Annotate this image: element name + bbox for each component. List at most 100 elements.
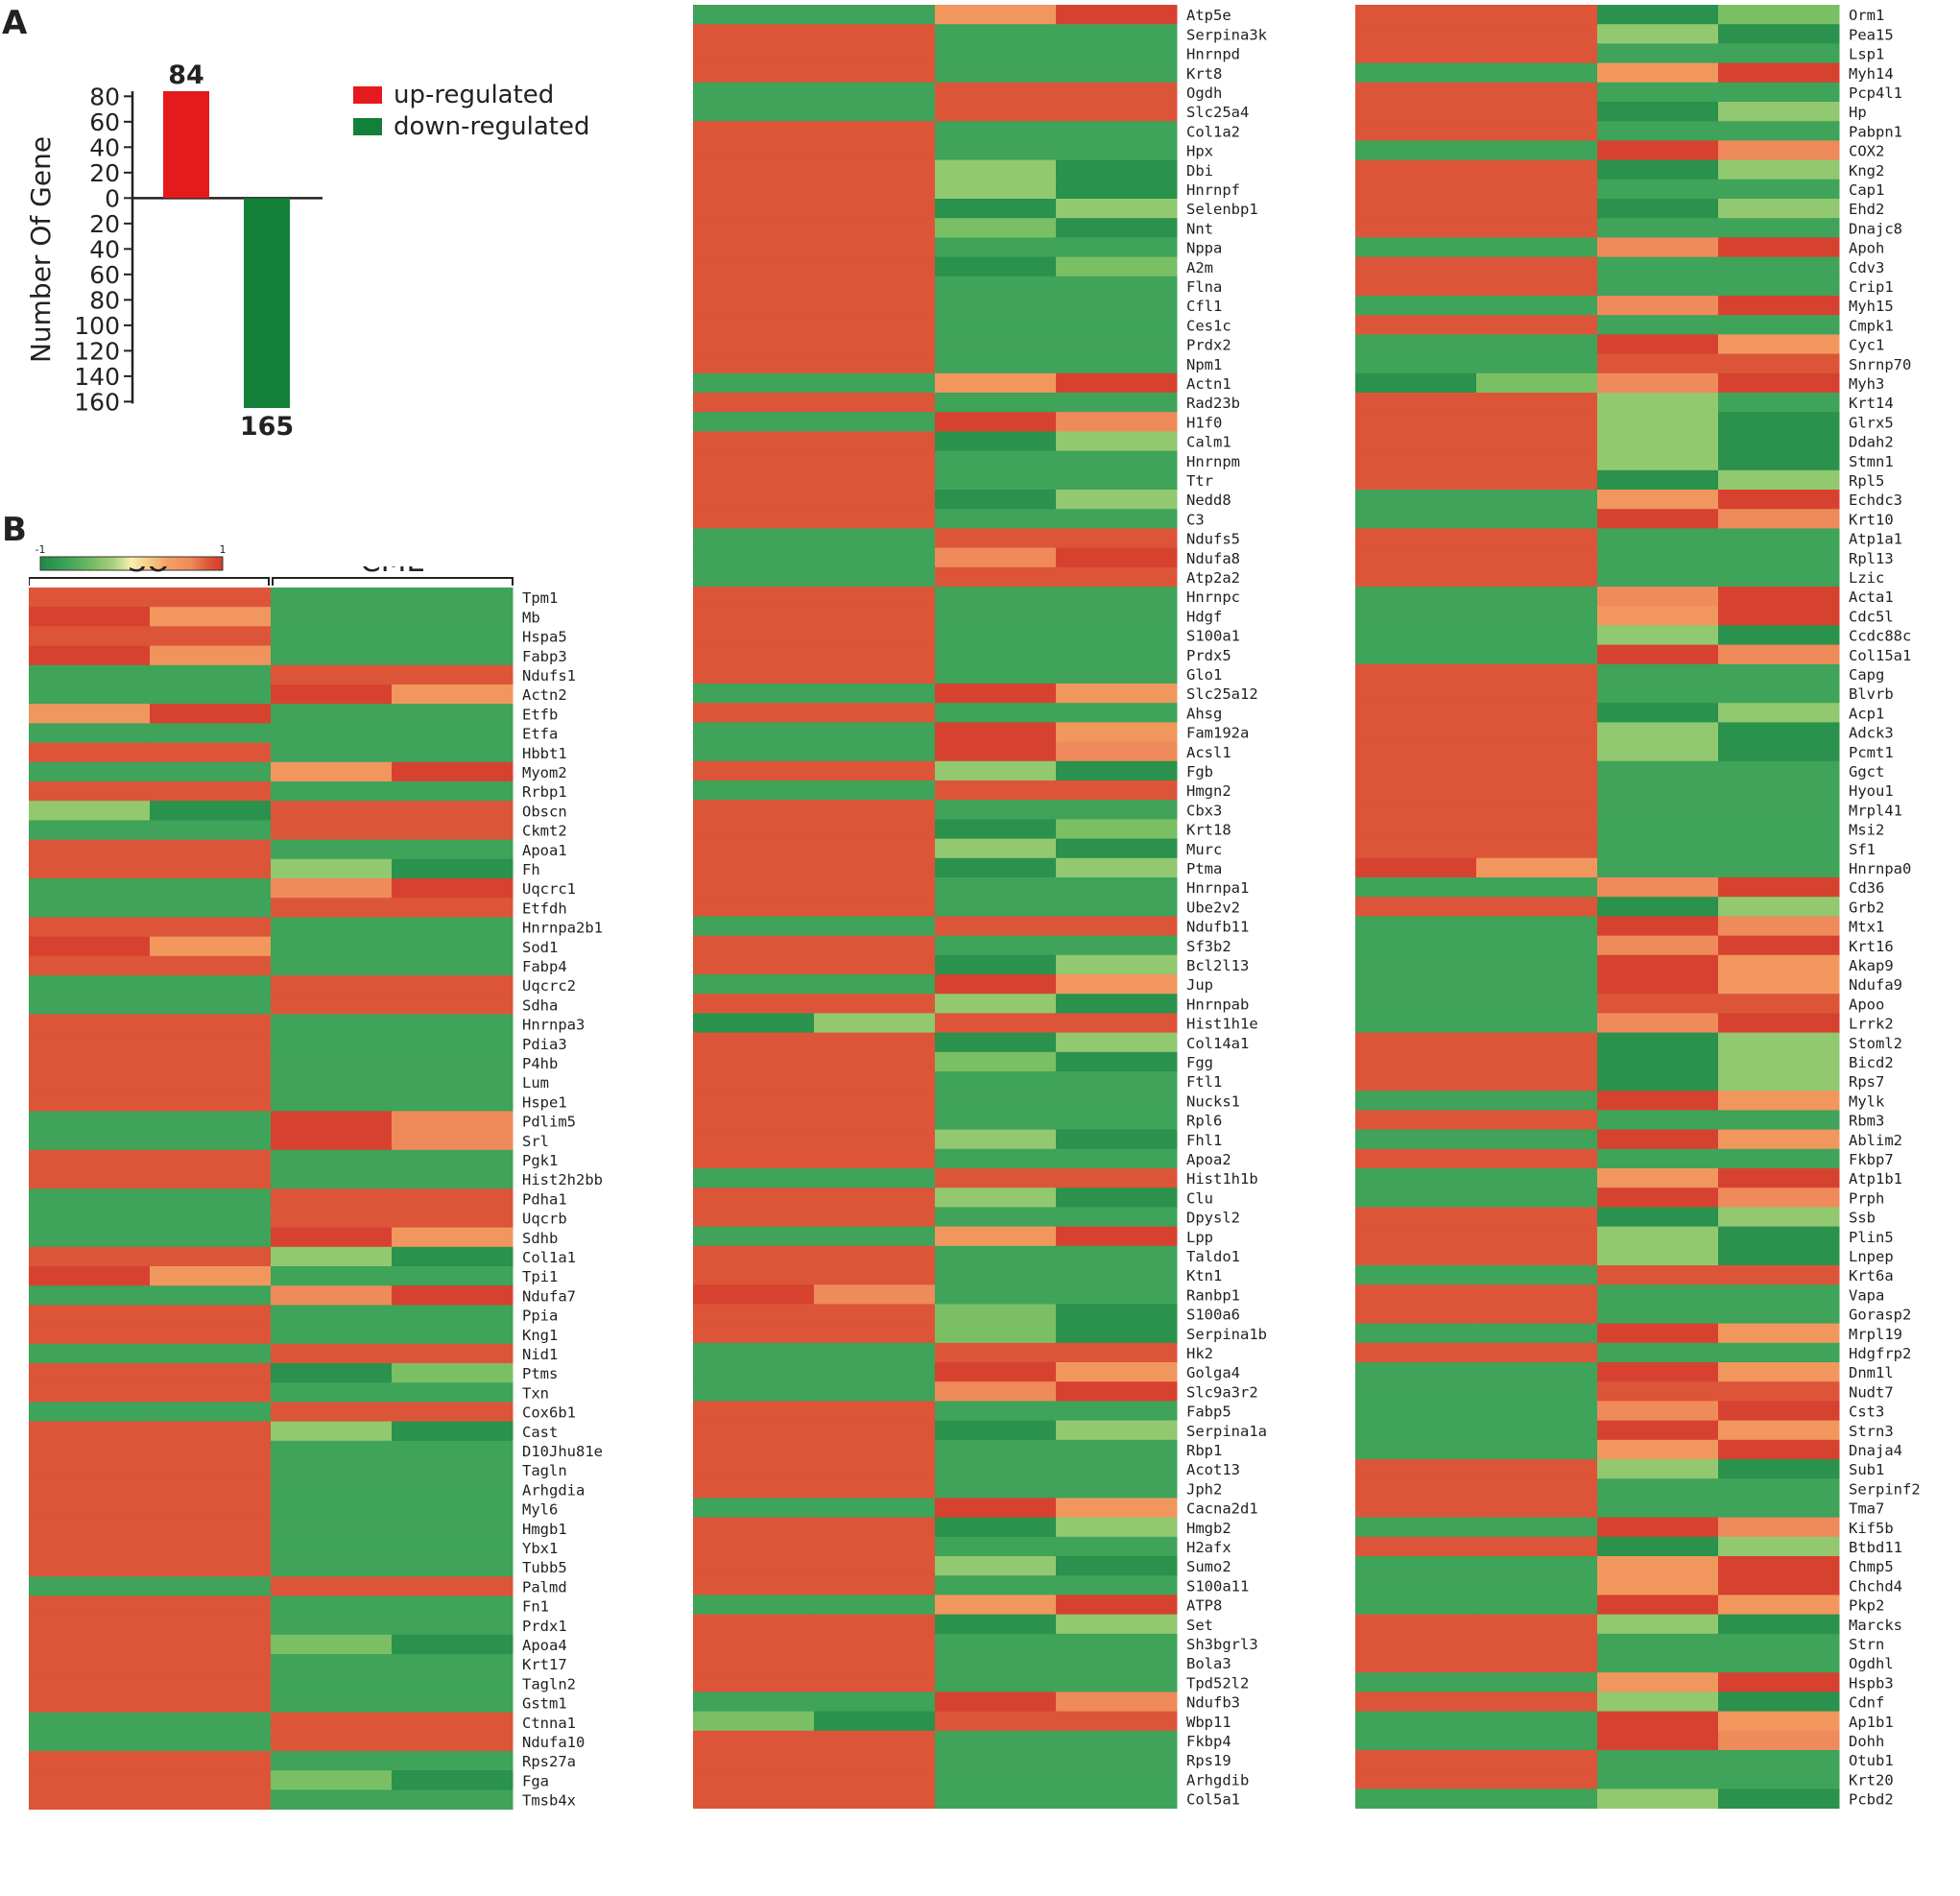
heatmap-cell <box>392 1363 514 1383</box>
heatmap-cell <box>392 626 514 647</box>
heatmap-cell <box>1355 43 1477 64</box>
heatmap-cell <box>1718 1498 1840 1519</box>
heatmap-cell <box>392 1440 514 1461</box>
heatmap-cell <box>392 1537 514 1558</box>
heatmap-cell <box>814 237 936 258</box>
heatmap-cell <box>1355 1614 1477 1635</box>
gene-label: Ssb <box>1849 1210 1876 1227</box>
heatmap-cell <box>392 955 514 976</box>
heatmap-cell <box>150 1111 272 1132</box>
gene-label: Krt20 <box>1849 1771 1894 1788</box>
gene-label: Npm1 <box>1186 356 1222 373</box>
heatmap-cell <box>29 1596 151 1617</box>
gene-label: H2afx <box>1186 1539 1231 1556</box>
heatmap-cell <box>150 761 272 782</box>
heatmap-cell <box>935 1769 1057 1789</box>
heatmap-cell <box>814 62 936 84</box>
heatmap-cell <box>1355 877 1477 898</box>
heatmap-cell <box>693 916 815 937</box>
gene-label: Rrbp1 <box>522 783 567 801</box>
bar-down-regulated <box>244 198 290 408</box>
y-tick-label: 80 <box>89 286 120 314</box>
heatmap-cell <box>693 1595 815 1616</box>
heatmap-cell <box>392 898 514 918</box>
group-bracket-SO <box>29 577 270 586</box>
heatmap-cell <box>1597 5 1719 25</box>
heatmap-cell <box>1355 1711 1477 1732</box>
gene-label: Hist2h2bb <box>522 1171 603 1188</box>
heatmap-cell <box>1476 393 1598 413</box>
heatmap-cell <box>1597 1769 1719 1789</box>
gene-label: COX2 <box>1849 143 1884 160</box>
bar-value-label: 165 <box>240 412 294 442</box>
gene-label: Calm1 <box>1186 434 1231 451</box>
heatmap-cell <box>814 159 936 180</box>
heatmap-cell <box>392 1188 514 1209</box>
heatmap-cell <box>392 723 514 744</box>
gene-label: A2m <box>1186 259 1213 276</box>
heatmap-cell <box>1056 1032 1178 1053</box>
heatmap-cell <box>271 1208 393 1229</box>
gene-label: Slc25a12 <box>1186 685 1258 703</box>
heatmap-cell <box>271 1751 393 1771</box>
gene-label: Rps27a <box>522 1753 576 1770</box>
heatmap-cell <box>271 1576 393 1596</box>
heatmap-cell <box>1718 431 1840 452</box>
heatmap-cell <box>29 1460 151 1480</box>
heatmap-cell <box>935 5 1057 25</box>
heatmap-cell <box>693 684 815 704</box>
gene-label: Ndufb11 <box>1186 919 1249 936</box>
heatmap-cell <box>271 1014 393 1035</box>
heatmap-cell <box>1597 897 1719 917</box>
heatmap-cell <box>1718 1284 1840 1305</box>
heatmap-cell <box>392 761 514 782</box>
heatmap-cell <box>935 1459 1057 1479</box>
heatmap-cell <box>1476 1323 1598 1344</box>
gene-label: Fam192a <box>1186 725 1249 742</box>
heatmap-cell <box>935 877 1057 898</box>
gene-label: Tmsb4x <box>522 1792 576 1810</box>
heatmap-cell <box>29 975 151 996</box>
heatmap-cell <box>1355 256 1477 277</box>
heatmap-cell <box>1476 800 1598 820</box>
heatmap-cell <box>1056 722 1178 743</box>
heatmap-cell <box>814 1284 936 1305</box>
gene-label: Ddah2 <box>1849 434 1894 451</box>
heatmap-cell <box>1597 1168 1719 1188</box>
heatmap-cell <box>1476 256 1598 277</box>
heatmap-cell <box>150 645 272 666</box>
heatmap-cell <box>392 1402 514 1423</box>
heatmap-cell <box>1597 1071 1719 1092</box>
heatmap-cell <box>1056 296 1178 316</box>
heatmap-cell <box>271 1421 393 1442</box>
heatmap-cell <box>814 1129 936 1150</box>
heatmap-cell <box>693 1769 815 1789</box>
heatmap-cell <box>29 898 151 918</box>
heatmap-cell <box>392 1014 514 1035</box>
heatmap-cell <box>935 43 1057 64</box>
heatmap-cell <box>1476 1439 1598 1460</box>
heatmap-cell <box>935 897 1057 917</box>
heatmap-cell <box>150 588 272 608</box>
heatmap-cell <box>271 1092 393 1112</box>
y-tick-label: 60 <box>89 108 120 136</box>
heatmap-cell <box>1056 62 1178 84</box>
gene-label: Ftl1 <box>1186 1073 1222 1091</box>
gene-label: Hpx <box>1186 143 1213 160</box>
heatmap-cell <box>150 1576 272 1596</box>
gene-label: Rps19 <box>1186 1752 1231 1769</box>
heatmap-cell <box>1718 1148 1840 1169</box>
heatmap-cell <box>1056 450 1178 471</box>
heatmap-cell <box>1718 43 1840 64</box>
heatmap-cell <box>1718 121 1840 141</box>
heatmap-cell <box>29 1072 151 1092</box>
heatmap-cell <box>1355 469 1477 491</box>
gene-label: Msi2 <box>1849 822 1884 839</box>
heatmap-cell <box>693 1692 815 1713</box>
heatmap-cell <box>271 1363 393 1383</box>
gene-label: Plin5 <box>1849 1229 1894 1246</box>
heatmap-cell <box>1718 935 1840 956</box>
heatmap-cell <box>1476 102 1598 122</box>
gene-label: Ndufa7 <box>522 1287 576 1305</box>
heatmap-cell <box>392 645 514 666</box>
